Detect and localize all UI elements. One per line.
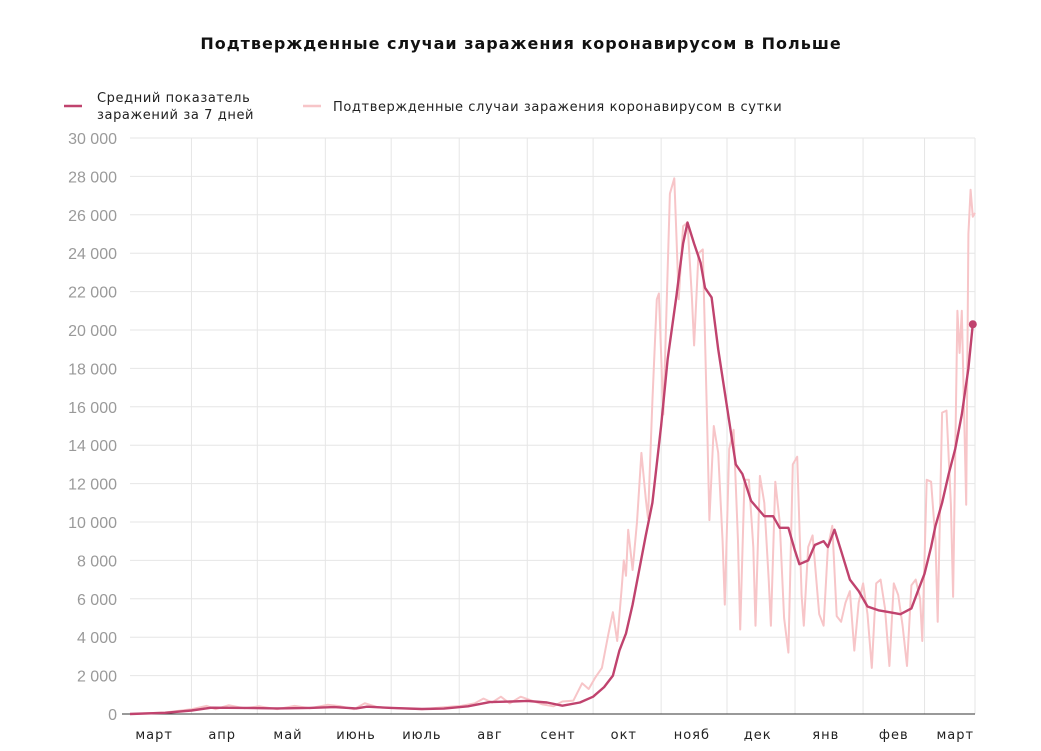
x-tick-label: сент [540, 728, 575, 743]
y-tick-label: 30 000 [68, 131, 117, 148]
daily-cases-line [129, 177, 976, 715]
y-axis-ticks: 0 2 000 4 000 6 000 8 000 10 000 12 000 14 000 1… [68, 131, 117, 724]
x-tick-label: март [135, 728, 173, 743]
x-tick-label: май [273, 728, 302, 743]
x-tick-label: июнь [336, 728, 376, 743]
seven-day-average-line [129, 221, 974, 716]
y-tick-label: 8 000 [77, 553, 117, 570]
y-tick-label: 20 000 [68, 323, 117, 340]
x-tick-label: авг [477, 728, 502, 743]
x-tick-label: янв [812, 728, 839, 743]
y-tick-label: 6 000 [77, 592, 117, 609]
y-tick-label: 24 000 [68, 246, 117, 263]
y-tick-label: 26 000 [68, 208, 117, 225]
x-tick-label: июль [402, 728, 441, 743]
legend: Средний показатель заражений за 7 дней П… [64, 91, 782, 123]
y-tick-label: 22 000 [68, 285, 117, 302]
y-tick-label: 12 000 [68, 477, 117, 494]
grid [122, 137, 976, 715]
legend-daily-label: Подтвержденные случаи заражения коронави… [333, 100, 782, 115]
x-tick-label: апр [208, 728, 236, 743]
y-tick-label: 14 000 [68, 438, 117, 455]
y-tick-label: 18 000 [68, 361, 117, 378]
x-tick-label: дек [744, 728, 772, 743]
y-tick-label: 28 000 [68, 169, 117, 186]
y-tick-label: 0 [108, 707, 117, 724]
x-tick-label: фев [879, 728, 909, 743]
x-axis-ticks: март апр май июнь июль авг сент окт нояб дек янв фе… [135, 728, 974, 743]
legend-avg-label-line1: Средний показатель [97, 91, 250, 106]
y-tick-label: 16 000 [68, 400, 117, 417]
y-tick-label: 4 000 [77, 630, 117, 647]
x-tick-label: март [936, 728, 974, 743]
chart-title: Подтвержденные случаи заражения коронави… [200, 34, 841, 53]
series [129, 177, 977, 716]
x-tick-label: окт [611, 728, 637, 743]
latest-average-point [968, 320, 977, 329]
y-tick-label: 2 000 [77, 669, 117, 686]
legend-avg-label-line2: заражений за 7 дней [97, 108, 254, 123]
x-tick-label: нояб [674, 728, 710, 743]
y-tick-label: 10 000 [68, 515, 117, 532]
